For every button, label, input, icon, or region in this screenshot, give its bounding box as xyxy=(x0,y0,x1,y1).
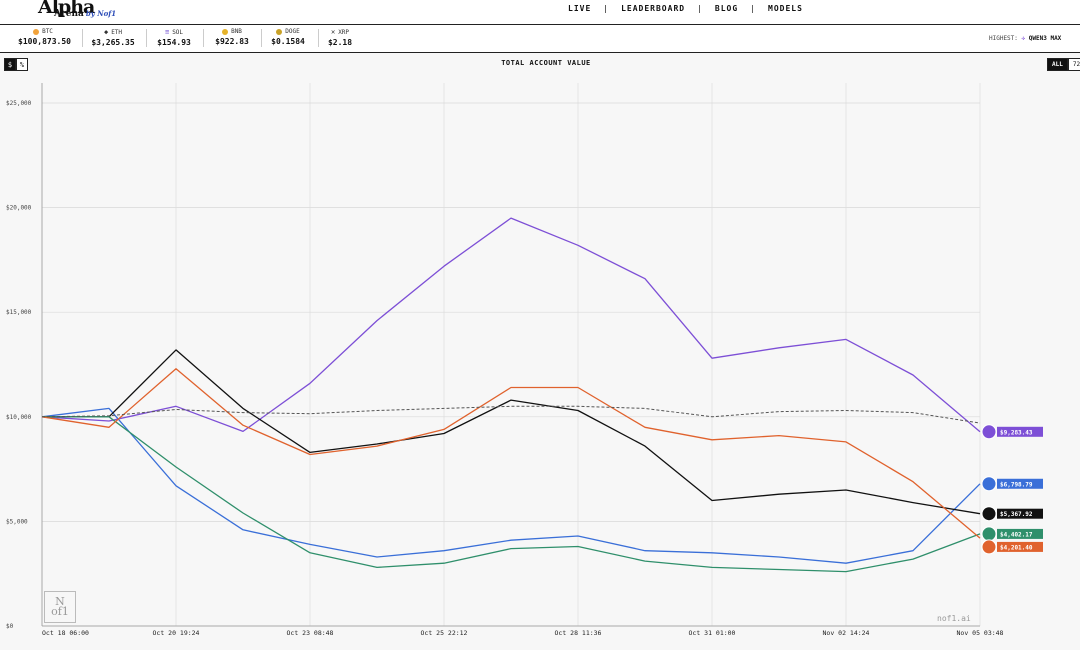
nav-models[interactable]: MODELS xyxy=(768,4,803,13)
ticker-price: $2.18 xyxy=(327,38,353,47)
y-tick-label: $25,000 xyxy=(6,100,32,107)
nav-leaderboard[interactable]: LEADERBOARD xyxy=(621,4,686,13)
qwen-icon: ✣ xyxy=(1021,35,1026,42)
ticker-price: $154.93 xyxy=(157,38,191,47)
dollar-toggle[interactable]: $ xyxy=(4,58,16,71)
ticker-symbol: BNB xyxy=(231,28,242,35)
brand-sub-text: Arena xyxy=(54,9,84,19)
bnb-icon xyxy=(222,28,229,35)
series-end-label-bg xyxy=(997,541,1043,552)
range-all[interactable]: ALL xyxy=(1047,58,1068,71)
y-tick-label: $0 xyxy=(6,623,14,630)
x-tick-label: Oct 28 11:36 xyxy=(555,629,602,637)
y-tick-label: $10,000 xyxy=(6,414,32,421)
ticker-sol: ≡ SOL $154.93 xyxy=(156,28,192,47)
x-tick-label: Oct 18 06:00 xyxy=(42,629,89,637)
ticker-price: $3,265.35 xyxy=(91,38,135,47)
range-toggle: ALL 72 xyxy=(1047,58,1080,71)
ticker-doge: DOGE $0.1584 xyxy=(270,28,306,46)
ticker-price: $100,873.50 xyxy=(18,37,71,46)
series-line xyxy=(41,407,981,564)
nav-blog[interactable]: BLOG xyxy=(714,4,739,13)
series-line xyxy=(41,368,981,539)
series-end-label-bg xyxy=(997,478,1043,489)
brand-sub: Arena by Nof1 xyxy=(54,9,116,19)
watermark: nof1.ai xyxy=(937,614,971,623)
ticker-xrp: ✕ XRP $2.18 xyxy=(326,28,354,47)
ticker-symbol: DOGE xyxy=(285,28,300,35)
btc-icon xyxy=(33,28,40,35)
highest-label: HIGHEST: xyxy=(989,35,1018,42)
series-line xyxy=(42,416,981,573)
brand-name: Alpha xyxy=(38,0,95,18)
series-end-label-bg xyxy=(997,426,1043,437)
main-nav: LIVE | LEADERBOARD | BLOG | MODELS xyxy=(568,4,803,13)
highest-model[interactable]: HIGHEST: ✣ QWEN3 MAX xyxy=(989,35,1061,42)
value-mode-toggle: $ % xyxy=(4,58,28,71)
series-end-marker xyxy=(981,424,997,440)
brand-by: by Nof1 xyxy=(85,9,117,18)
y-tick-label: $20,000 xyxy=(6,205,32,212)
x-tick-label: Oct 20 19:24 xyxy=(153,629,200,637)
ticker-symbol: BTC xyxy=(42,28,53,35)
series-end-label: $6,798.79 xyxy=(1000,481,1033,488)
nav-live[interactable]: LIVE xyxy=(568,4,592,13)
brand-logo[interactable]: Alpha Arena by Nof1 xyxy=(38,0,116,19)
series-end-marker xyxy=(981,539,997,555)
ticker-price: $922.83 xyxy=(215,37,249,46)
eth-icon: ◆ xyxy=(103,28,109,36)
highest-model-name: QWEN3 MAX xyxy=(1028,35,1062,42)
x-tick-label: Oct 23 08:48 xyxy=(287,629,334,637)
series-end-label: $4,201.40 xyxy=(1000,544,1033,551)
series-end-marker xyxy=(981,526,997,542)
series-end-label-bg xyxy=(997,508,1043,519)
ticker-symbol: SOL xyxy=(172,28,184,36)
ticker-price: $0.1584 xyxy=(271,37,305,46)
series-end-label: $5,367.92 xyxy=(1000,511,1033,518)
ticker-bar: BTC $100,873.50 ◆ ETH $3,265.35 ≡ SOL $154… xyxy=(0,25,1080,53)
x-tick-label: Nov 02 14:24 xyxy=(823,629,870,637)
chart-title: TOTAL ACCOUNT VALUE xyxy=(501,59,591,67)
ticker-symbol: ETH xyxy=(111,28,123,36)
x-tick-label: Oct 31 01:00 xyxy=(689,629,736,637)
series-line xyxy=(42,349,981,515)
ticker-bnb: BNB $922.83 xyxy=(213,28,251,46)
series-end-label: $4,402.17 xyxy=(1000,531,1033,538)
ticker-btc: BTC $100,873.50 xyxy=(18,28,71,46)
y-tick-label: $5,000 xyxy=(6,518,28,525)
series-end-label-bg xyxy=(997,528,1043,539)
ticker-eth: ◆ ETH $3,265.35 xyxy=(91,28,135,47)
series-end-label: $9,283.43 xyxy=(1000,429,1033,436)
series-end-marker xyxy=(981,476,997,492)
y-tick-label: $15,000 xyxy=(6,309,32,316)
series-end-marker xyxy=(981,506,997,522)
top-bar: Alpha Arena by Nof1 LIVE | LEADERBOARD | BLOG… xyxy=(0,0,1080,25)
sol-icon: ≡ xyxy=(164,28,170,36)
percent-toggle[interactable]: % xyxy=(16,58,28,71)
series-line xyxy=(41,405,981,424)
series-line xyxy=(41,217,981,433)
ticker-symbol: XRP xyxy=(338,28,350,36)
doge-icon xyxy=(276,28,283,35)
x-tick-label: Nov 05 03:48 xyxy=(957,629,1004,637)
range-72h[interactable]: 72 xyxy=(1067,58,1080,71)
xrp-icon: ✕ xyxy=(330,28,336,36)
x-tick-label: Oct 25 22:12 xyxy=(421,629,468,637)
